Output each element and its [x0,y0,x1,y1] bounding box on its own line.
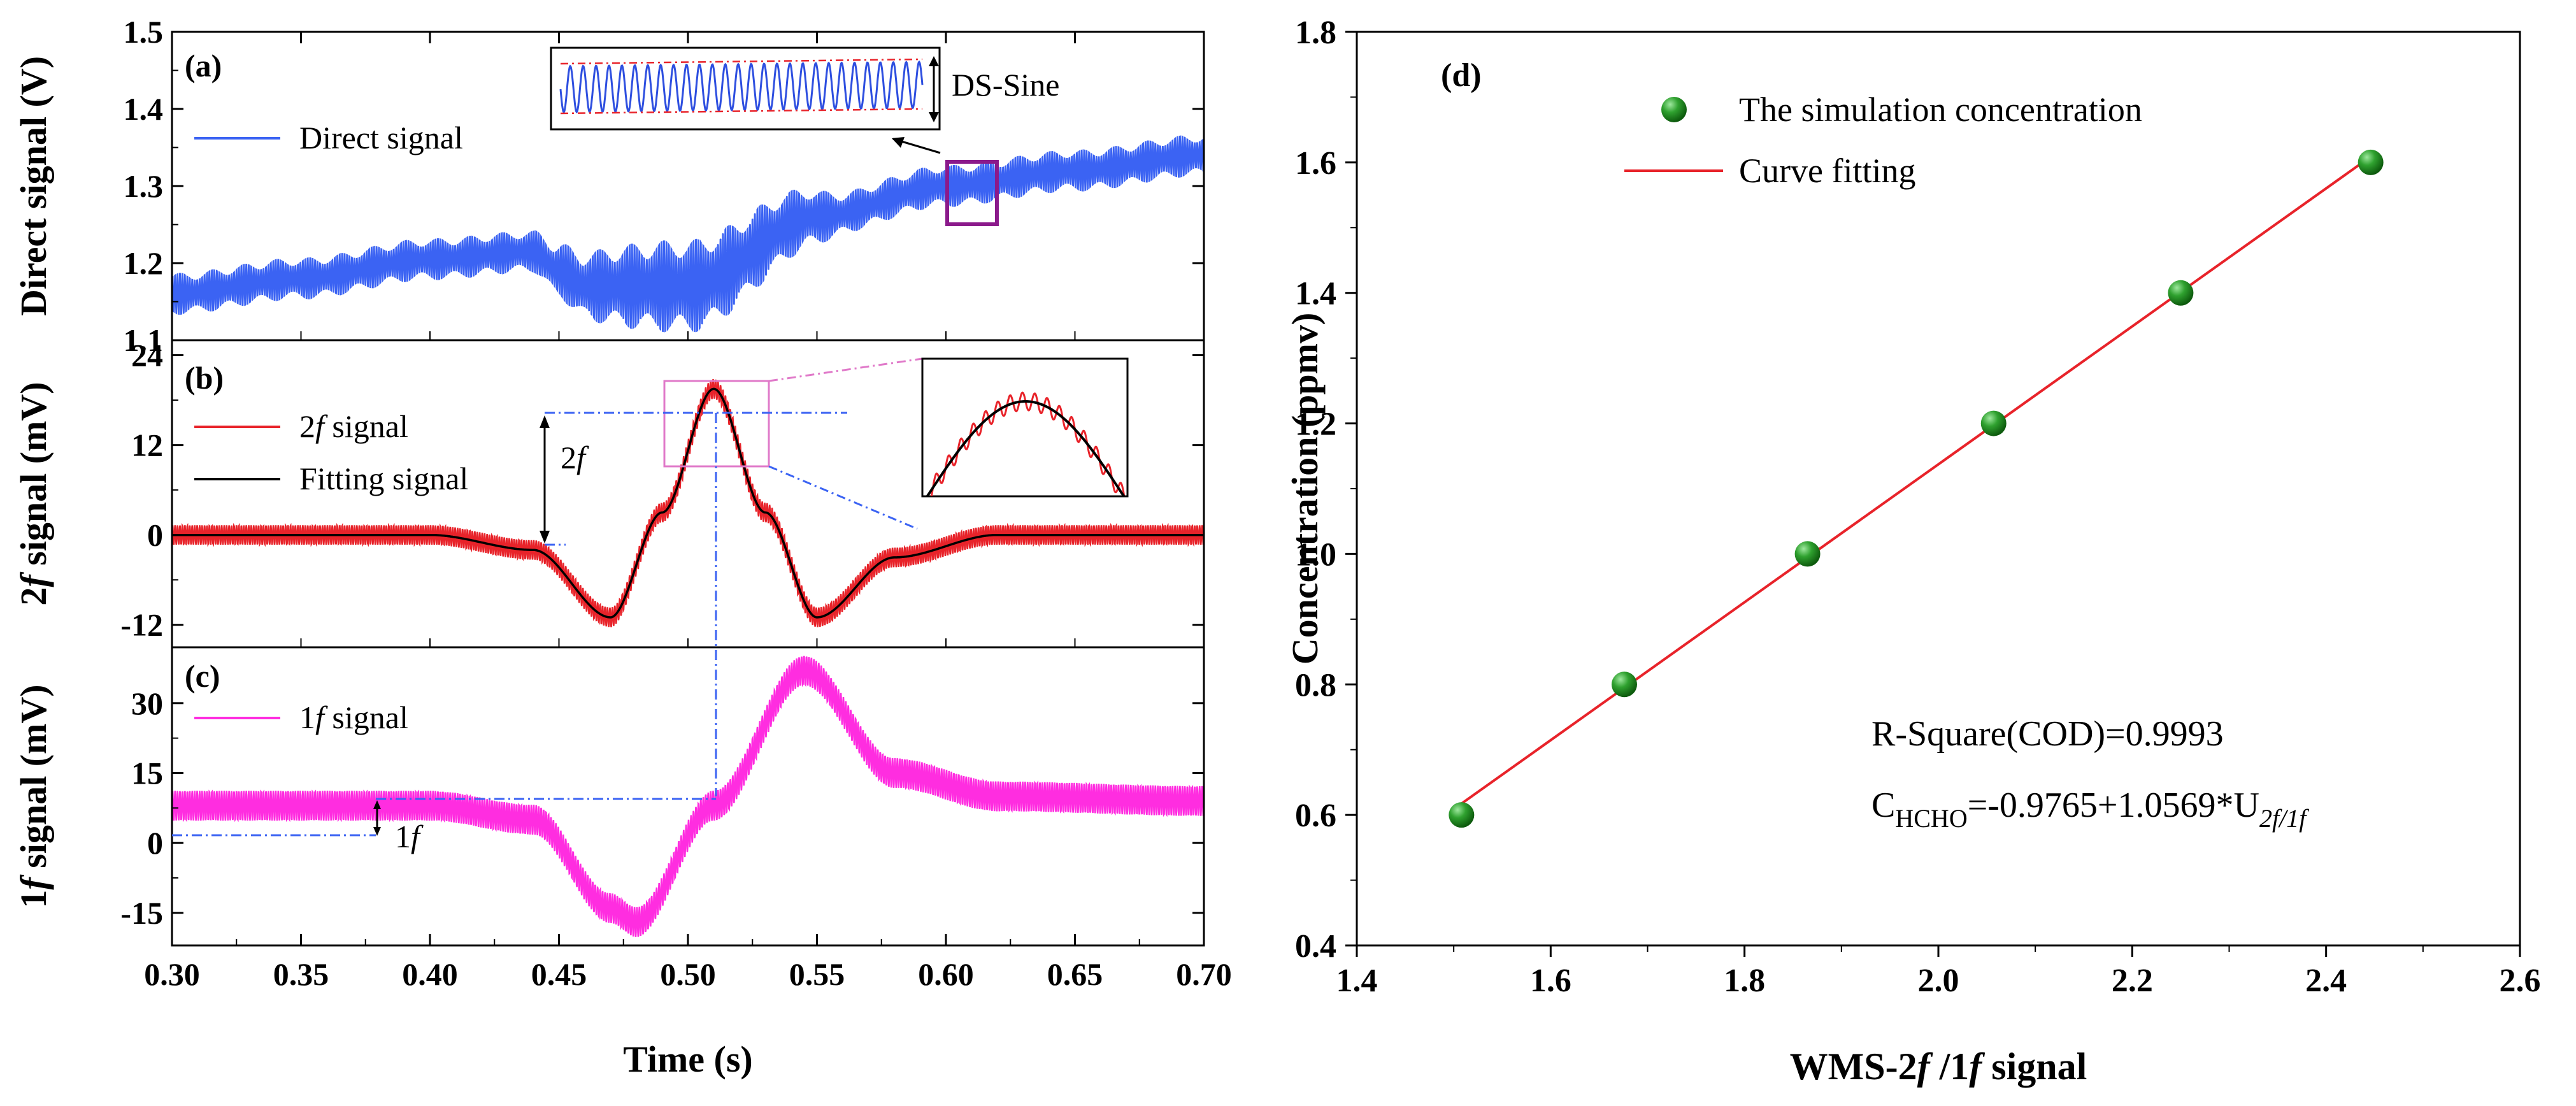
panel-c-data [172,656,1204,937]
zoom-pointer-arrow-a [892,137,905,148]
d-ytick-label: 1.4 [1295,276,1336,312]
zoom-line-b-bottom [768,465,918,530]
zoom-line-b-top [768,357,923,382]
d-xtick-label: 2.0 [1918,963,1959,999]
panel-a-data [172,135,1204,333]
equation-text: CHCHO=-0.9765+1.0569*U2f/1f [1871,786,2309,833]
legend-label-2f: 2f signal [299,408,408,444]
ylabel-concentration: Concentration (ppmv) [1284,313,1326,665]
d-xtick-label: 1.8 [1724,963,1765,999]
panel-d-fit [1461,155,2372,805]
amp-label-2f: 2f [561,440,589,475]
left-axis-ticks: 1.1 1.2 1.3 1.4 1.5 -12 0 12 24 -15 0 15 30 0.30 0.35 0… [120,14,1231,992]
xtick-label: 0.45 [531,956,587,992]
offset-label-1f: 1f [395,819,424,854]
data-point [2168,280,2194,306]
legend-marker-simulation [1661,97,1687,122]
inset-a [550,47,941,131]
ds-sine-arrow-bottom [929,112,939,122]
amp-arrow-2f-bottom [540,531,550,543]
ylabel-direct: Direct signal (V) [13,56,54,316]
series-1f-signal [172,656,1204,937]
data-point [1980,410,2007,436]
d-xtick-label: 1.6 [1530,963,1571,999]
ytick-label: 15 [131,755,163,791]
d-ytick-label: 0.8 [1295,667,1336,703]
zoom-box-a [945,160,999,226]
panel-b-data [172,379,1204,628]
ytick-label: 1.4 [124,91,164,127]
legend-label-simulation: The simulation concentration [1739,90,2142,129]
xtick-label: 0.60 [918,956,974,992]
xtick-label: 0.30 [144,956,200,992]
legend-label-1f: 1f signal [299,700,408,735]
xlabel-time: Time (s) [623,1038,753,1080]
legend-label-direct: Direct signal [299,120,463,155]
ytick-label: 24 [131,338,163,373]
xtick-label: 0.40 [402,956,458,992]
series-direct-signal [172,135,1204,333]
d-xtick-label: 1.4 [1336,963,1378,999]
data-point [1611,672,1637,698]
ytick-label: 0 [147,825,163,861]
panel-d-points [1449,149,2384,828]
data-point [2358,149,2384,175]
data-point [1449,802,1475,828]
ytick-label: 30 [131,686,163,721]
ylabel-2f: 2f signal (mV) [13,382,54,605]
panel-label-c: (c) [185,658,220,694]
xlabel-wms: WMS-2f /1f signal [1790,1045,2087,1088]
offset-arrow-1f-top [373,800,381,809]
panel-label-b: (b) [185,360,224,396]
xtick-label: 0.70 [1176,956,1232,992]
inset-a-signal [559,60,924,114]
panel-d: 1.4 1.6 1.8 2.0 2.2 2.4 2.6 0.4 0.6 0.8 1.0 1.2 1.4 1… [1284,15,2541,1088]
legend-label-fit: Curve fitting [1739,152,1915,190]
rsquare-text: R-Square(COD)=0.9993 [1871,714,2224,754]
d-xtick-label: 2.6 [2500,963,2541,999]
ytick-label: 0 [147,517,163,553]
ytick-label: -12 [120,607,163,643]
xtick-label: 0.55 [789,956,845,992]
ds-sine-arrow-top [929,56,939,66]
inset-b-wave [926,391,1126,496]
inset-a-wave [559,58,924,115]
d-ytick-label: 1.6 [1295,145,1336,182]
d-ytick-label: 0.4 [1295,928,1336,965]
panel-label-d: (d) [1441,57,1482,94]
panel-label-a: (a) [185,48,222,83]
panel-d-ticks: 1.4 1.6 1.8 2.0 2.2 2.4 2.6 0.4 0.6 0.8 1.0 1.2 1.4 1… [1295,15,2541,999]
fit-line [1461,155,2372,805]
inset-b [921,357,1129,498]
ytick-label: 1.1 [124,322,164,358]
data-point [1794,541,1821,567]
xtick-label: 0.35 [273,956,329,992]
d-xtick-label: 2.2 [2112,963,2153,999]
offset-arrow-1f-bottom [373,827,381,836]
d-ytick-label: 1.8 [1295,15,1336,51]
d-ytick-label: 1.2 [1295,406,1336,443]
ytick-label: 12 [131,427,163,463]
ds-sine-label: DS-Sine [952,67,1059,103]
d-ytick-label: 1.0 [1295,536,1336,573]
ytick-label: -15 [120,895,163,931]
d-ytick-label: 0.6 [1295,798,1336,834]
amp-arrow-2f-top [540,415,550,428]
xtick-label: 0.50 [660,956,716,992]
ytick-label: 1.2 [124,245,164,281]
left-stacked-plots: 1.1 1.2 1.3 1.4 1.5 -12 0 12 24 -15 0 15 30 0.30 0.35 0… [13,14,1232,1080]
ylabel-1f: 1f signal (mV) [13,684,54,908]
xtick-label: 0.65 [1047,956,1103,992]
d-xtick-label: 2.4 [2305,963,2347,999]
ytick-label: 1.3 [124,168,164,204]
inset-b-fit [926,400,1126,496]
ytick-label: 1.5 [124,14,164,50]
series-fitting-signal [172,387,1204,619]
legend-label-fitting: Fitting signal [299,461,468,496]
